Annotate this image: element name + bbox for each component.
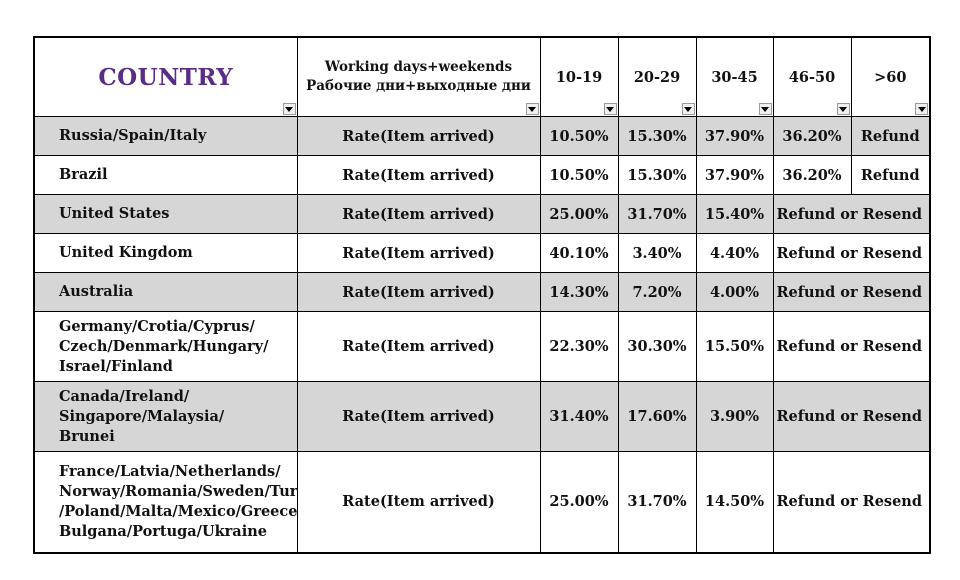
country-line: Norway/Romania/Sweden/Turkey <box>59 482 326 500</box>
value-30-45: 14.50% <box>695 451 774 553</box>
value-10-19: 22.30% <box>539 311 619 382</box>
refund-or-resend-cell: Refund or Resend <box>772 311 931 382</box>
rate-cell: Rate(Item arrived) <box>296 233 541 273</box>
filter-dropdown-icon[interactable] <box>282 103 296 115</box>
filter-dropdown-icon[interactable] <box>681 103 695 115</box>
refund-or-resend-cell: Refund or Resend <box>772 233 931 273</box>
value-over-60: Refund <box>850 116 931 156</box>
rate-cell: Rate(Item arrived) <box>296 116 541 156</box>
table-row: Russia/Spain/Italy Rate(Item arrived) 10.5… <box>33 116 931 156</box>
header-country-label: COUNTRY <box>98 63 234 91</box>
refund-or-resend-cell: Refund or Resend <box>772 194 931 234</box>
value-20-29: 17.60% <box>617 381 697 452</box>
country-cell: Brazil <box>33 155 298 195</box>
value-20-29: 7.20% <box>617 272 697 312</box>
rate-cell: Rate(Item arrived) <box>296 381 541 452</box>
country-line: United Kingdom <box>59 244 193 261</box>
value-10-19: 10.50% <box>539 155 619 195</box>
header-range-46-50: 46-50 <box>772 36 852 117</box>
rate-cell: Rate(Item arrived) <box>296 451 541 553</box>
country-cell: Russia/Spain/Italy <box>33 116 298 156</box>
value-10-19: 10.50% <box>539 116 619 156</box>
rate-cell: Rate(Item arrived) <box>296 155 541 195</box>
value-46-50: 36.20% <box>772 116 852 156</box>
country-line: Australia <box>59 283 134 300</box>
value-30-45: 4.40% <box>695 233 774 273</box>
value-30-45: 3.90% <box>695 381 774 452</box>
header-range-label: 46-50 <box>788 68 836 86</box>
header-working-days: Working days+weekends Рабочие дни+выходн… <box>296 36 541 117</box>
filter-dropdown-icon[interactable] <box>915 103 928 115</box>
country-line: Singapore/Malaysia/ <box>59 407 225 425</box>
table-row: France/Latvia/Netherlands/Norway/Romania… <box>33 451 931 553</box>
country-line: Israel/Finland <box>59 357 173 375</box>
header-working-line2: Рабочие дни+выходные дни <box>306 78 531 94</box>
country-line: Brunei <box>59 427 115 445</box>
refund-or-resend-cell: Refund or Resend <box>772 451 931 553</box>
table-row: Germany/Crotia/Cyprus/Czech/Denmark/Hung… <box>33 311 931 382</box>
country-line: Bulgana/Portuga/Ukraine <box>59 522 267 540</box>
shipping-rate-table: COUNTRY Working days+weekends Рабочие дн… <box>33 36 931 554</box>
value-over-60: Refund <box>850 155 931 195</box>
value-20-29: 30.30% <box>617 311 697 382</box>
country-line: Russia/Spain/Italy <box>59 127 207 144</box>
filter-dropdown-icon[interactable] <box>758 103 772 115</box>
header-row: COUNTRY Working days+weekends Рабочие дн… <box>33 36 931 117</box>
country-line: Germany/Crotia/Cyprus/ <box>59 317 255 335</box>
value-10-19: 31.40% <box>539 381 619 452</box>
value-10-19: 25.00% <box>539 451 619 553</box>
header-range-label: 10-19 <box>555 68 603 86</box>
country-line: /Poland/Malta/Mexico/Greece/ <box>59 502 303 520</box>
value-20-29: 31.70% <box>617 451 697 553</box>
country-cell: Canada/Ireland/Singapore/Malaysia/Brunei <box>33 381 298 452</box>
value-30-45: 37.90% <box>695 116 774 156</box>
value-10-19: 40.10% <box>539 233 619 273</box>
value-20-29: 3.40% <box>617 233 697 273</box>
table-row: United Kingdom Rate(Item arrived) 40.10% 3.… <box>33 233 931 273</box>
value-20-29: 15.30% <box>617 116 697 156</box>
table-row: Brazil Rate(Item arrived) 10.50% 15.30% 37.9… <box>33 155 931 195</box>
value-20-29: 31.70% <box>617 194 697 234</box>
table-row: United States Rate(Item arrived) 25.00% 31.… <box>33 194 931 234</box>
header-working-line1: Working days+weekends <box>324 59 513 75</box>
rate-cell: Rate(Item arrived) <box>296 194 541 234</box>
header-range-over-60: >60 <box>850 36 931 117</box>
header-range-20-29: 20-29 <box>617 36 697 117</box>
country-line: Canada/Ireland/ <box>59 387 190 405</box>
table-row: Australia Rate(Item arrived) 14.30% 7.20% 4.… <box>33 272 931 312</box>
country-cell: United Kingdom <box>33 233 298 273</box>
rate-cell: Rate(Item arrived) <box>296 311 541 382</box>
country-line: Czech/Denmark/Hungary/ <box>59 337 269 355</box>
country-line: United States <box>59 205 170 222</box>
country-line: France/Latvia/Netherlands/ <box>59 462 281 480</box>
header-range-label: >60 <box>874 68 907 86</box>
header-range-30-45: 30-45 <box>695 36 774 117</box>
header-range-label: 20-29 <box>633 68 681 86</box>
value-30-45: 15.50% <box>695 311 774 382</box>
value-30-45: 4.00% <box>695 272 774 312</box>
country-cell: Germany/Crotia/Cyprus/Czech/Denmark/Hung… <box>33 311 298 382</box>
header-range-label: 30-45 <box>711 68 758 86</box>
value-10-19: 14.30% <box>539 272 619 312</box>
filter-dropdown-icon[interactable] <box>525 103 539 115</box>
country-line: Brazil <box>59 166 108 183</box>
refund-or-resend-cell: Refund or Resend <box>772 381 931 452</box>
country-cell: Australia <box>33 272 298 312</box>
refund-or-resend-cell: Refund or Resend <box>772 272 931 312</box>
filter-dropdown-icon[interactable] <box>836 103 850 115</box>
table-row: Canada/Ireland/Singapore/Malaysia/Brunei… <box>33 381 931 452</box>
country-cell: France/Latvia/Netherlands/Norway/Romania… <box>33 451 326 553</box>
value-10-19: 25.00% <box>539 194 619 234</box>
value-46-50: 36.20% <box>772 155 852 195</box>
value-30-45: 15.40% <box>695 194 774 234</box>
filter-dropdown-icon[interactable] <box>603 103 617 115</box>
country-cell: United States <box>33 194 298 234</box>
header-range-10-19: 10-19 <box>539 36 619 117</box>
value-30-45: 37.90% <box>695 155 774 195</box>
value-20-29: 15.30% <box>617 155 697 195</box>
rate-cell: Rate(Item arrived) <box>296 272 541 312</box>
header-country: COUNTRY <box>33 36 298 117</box>
